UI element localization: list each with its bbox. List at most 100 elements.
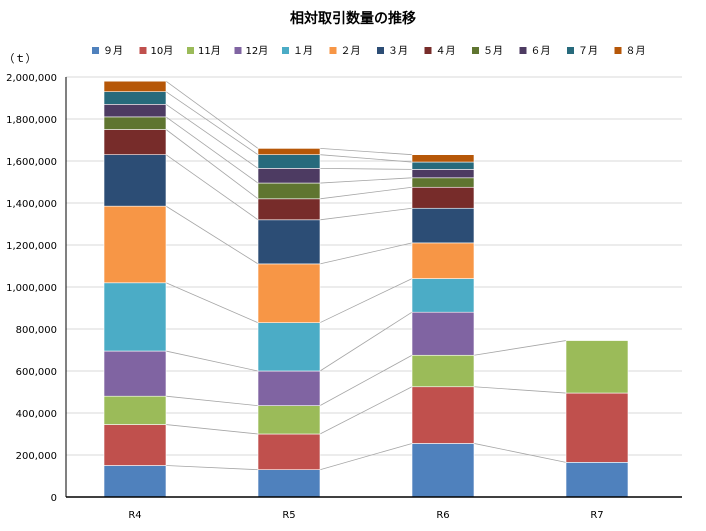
series-line [165,91,259,156]
legend-label: １月 [293,45,313,57]
bar-segment [257,154,321,169]
legend-label: ９月 [103,45,123,57]
x-category-label: R6 [436,510,449,521]
bar-segment [257,433,321,471]
y-tick-label: 400,000 [16,409,57,420]
bar-segment [103,129,167,156]
legend-label: ２月 [341,45,361,57]
series-line [319,242,413,265]
legend-label: ８月 [626,45,646,57]
chart-title: 相対取引数量の推移 [290,10,416,27]
series-lines [165,80,567,498]
bar-segment [257,219,321,265]
bar-segment [103,154,167,207]
legend-swatch [329,47,337,54]
series-line [319,167,413,170]
legend-swatch [472,47,479,54]
bar-segment [103,80,167,92]
series-line [165,350,259,372]
bar-segment [257,263,321,323]
bar-segment [411,242,475,279]
bar-segment [257,322,321,372]
series-line [165,103,259,169]
y-axis-tick-labels: 0 200,000 400,000 600,000 800,000 1,000,000 1,… [6,73,57,504]
series-line [473,443,567,463]
legend-swatch [234,47,242,54]
legend-swatch [614,47,622,54]
legend-item: 10月 [139,45,174,57]
bar-segment [103,282,167,352]
y-tick-label: 1,600,000 [6,157,57,168]
y-tick-label: 600,000 [16,367,57,378]
legend-item: ９月 [92,45,123,57]
legend-label: ３月 [388,45,408,57]
bar-segment [103,104,167,118]
series-line [319,278,413,324]
bar-segment [411,161,475,170]
y-tick-label: 2,000,000 [6,73,57,84]
series-line [165,80,259,149]
y-tick-label: 200,000 [16,451,57,462]
series-line [165,116,259,184]
legend-label: 10月 [151,45,174,57]
bar-segment [103,395,167,425]
legend-swatch [567,47,574,54]
y-axis-unit-label: （ｔ） [4,52,37,65]
series-line [319,177,413,184]
bar-segment [257,370,321,406]
series-line [319,354,413,407]
y-tick-label: 1,400,000 [6,199,57,210]
series-line [319,207,413,221]
legend-item: ６月 [519,45,551,57]
legend: ９月 10月 11月 12月 １月 ２月 ３月 ４月 ５月 ６月 ７月 ８月 [92,45,646,57]
legend-item: ５月 [472,45,503,57]
x-category-label: R4 [128,510,141,521]
bar-segment [257,148,321,155]
bar-segment [103,350,167,397]
legend-swatch [139,47,147,54]
legend-item: ７月 [567,45,598,57]
series-line [319,154,413,163]
bar-segment [411,386,475,444]
legend-swatch [424,47,432,54]
x-category-label: R5 [282,510,295,521]
axes [65,77,682,498]
legend-label: ７月 [578,45,598,57]
legend-item: 12月 [234,45,268,57]
legend-swatch [282,47,289,54]
bar-segment [257,405,321,435]
bar-segment [257,469,321,498]
bar-segment [411,354,475,388]
legend-item: 11月 [187,45,221,57]
series-line [165,424,259,435]
legend-label: ４月 [436,45,456,57]
bar-segment [565,462,629,498]
legend-swatch [519,47,527,54]
series-line [319,386,413,435]
legend-label: ６月 [531,45,551,57]
y-tick-label: 1,000,000 [6,283,57,294]
legend-swatch [187,47,194,54]
bar-segment [411,311,475,356]
legend-item: ８月 [614,45,646,57]
x-axis-category-labels: R4 R5 R6 R7 [128,510,603,521]
bar-segment [103,91,167,105]
bar-segment [411,278,475,313]
bar-segment [257,182,321,200]
bar-segment [103,116,167,130]
legend-item: ２月 [329,45,361,57]
y-tick-label: 0 [51,493,57,504]
legend-item: ３月 [377,45,408,57]
bar-segment [411,154,475,163]
legend-item: １月 [282,45,313,57]
series-line [473,386,567,394]
y-tick-label: 800,000 [16,325,57,336]
bar-segment [565,392,629,463]
bar-segment [411,207,475,244]
y-tick-label: 1,800,000 [6,115,57,126]
bar-segment [411,177,475,188]
bar-segment [411,186,475,209]
legend-swatch [92,47,99,54]
legend-label: ５月 [483,45,503,57]
